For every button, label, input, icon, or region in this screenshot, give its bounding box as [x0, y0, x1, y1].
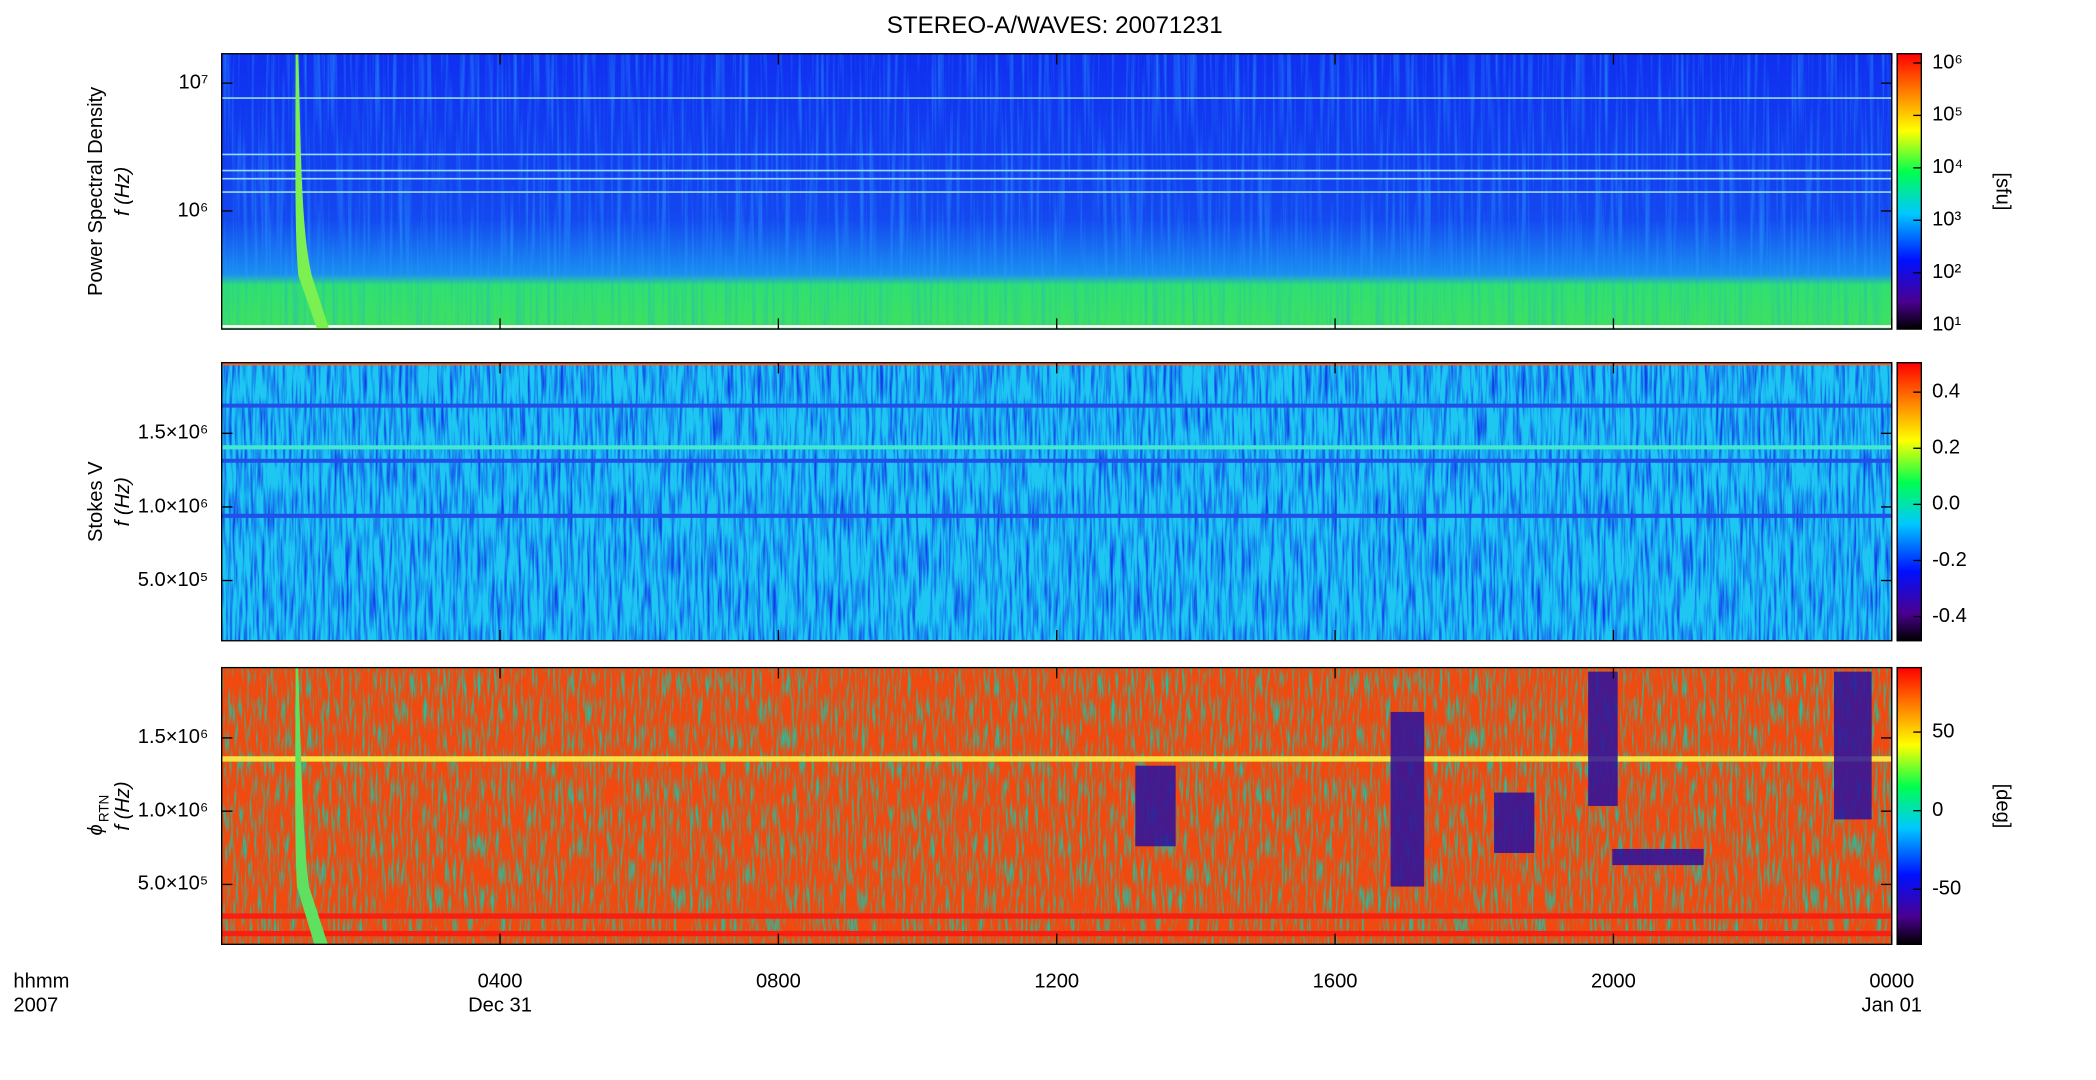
y-tick-label: 10⁷	[179, 72, 209, 94]
chart-title: STEREO-A/WAVES: 20071231	[887, 12, 1223, 39]
y-tick-label: 1.5×10⁶	[138, 726, 208, 748]
colorbar-tick-label: -50	[1932, 878, 1961, 900]
colorbar-tick-label: 10¹	[1932, 313, 1961, 335]
x-tick-label: 1600	[1313, 970, 1358, 992]
x-axis-label: 2007	[13, 994, 58, 1016]
y-axis-label: f (Hz)	[112, 477, 134, 526]
colorbar-tick-label: -0.2	[1932, 549, 1967, 571]
colorbar-tick-label: 10⁴	[1932, 156, 1963, 178]
x-tick-label: 0800	[756, 970, 801, 992]
y-tick-label: 5.0×10⁵	[138, 569, 209, 591]
heatmap-fill	[221, 53, 1892, 945]
colorbar-label: [deg]	[1992, 784, 2014, 829]
colorbar	[1896, 362, 1923, 642]
y-tick-label: 1.0×10⁶	[138, 799, 208, 821]
colorbar-tick-label: 0.0	[1932, 493, 1960, 515]
x-tick-label: 2000	[1591, 970, 1636, 992]
colorbar-tick-label: 50	[1932, 720, 1954, 742]
axes: STEREO-A/WAVES: 20071231 10⁶ 10⁷ Power Spec…	[13, 12, 2013, 1016]
colorbar-tick-label: 0.4	[1932, 380, 1960, 402]
y-tick-label: 10⁶	[178, 199, 209, 221]
y-tick-label: 5.0×10⁵	[138, 873, 209, 895]
colorbar-tick-label: 0.2	[1932, 437, 1960, 459]
y-axis-label: f (Hz)	[112, 781, 134, 830]
colorbar-label: [sfu]	[1992, 172, 2014, 210]
y-axis-label-subscript: RTN	[96, 795, 111, 822]
colorbar-tick-label: 10⁶	[1932, 51, 1963, 73]
x-axis-label: hhmm	[13, 970, 69, 992]
y-axis-label: f (Hz)	[112, 167, 134, 216]
y-axis-label: Stokes V	[85, 461, 107, 542]
colorbar-tick-label: 10³	[1932, 209, 1961, 231]
date-label: Jan 01	[1862, 994, 1922, 1016]
colorbar	[1896, 666, 1923, 945]
colorbar-tick-label: 10⁵	[1932, 104, 1963, 126]
colorbar-tick-label: 0	[1932, 799, 1943, 821]
colorbar-tick-label: 10²	[1932, 261, 1961, 283]
y-tick-label: 1.0×10⁶	[138, 495, 208, 517]
y-axis-label: ϕ	[85, 824, 107, 835]
colorbar-tick-label: -0.4	[1932, 605, 1967, 627]
colorbar	[1896, 53, 1923, 330]
date-label: Dec 31	[468, 994, 532, 1016]
x-tick-label: 1200	[1034, 970, 1079, 992]
y-axis-label: Power Spectral Density	[85, 86, 107, 296]
x-tick-label: 0000	[1869, 970, 1914, 992]
x-tick-label: 0400	[478, 970, 523, 992]
y-tick-label: 1.5×10⁶	[138, 422, 208, 444]
